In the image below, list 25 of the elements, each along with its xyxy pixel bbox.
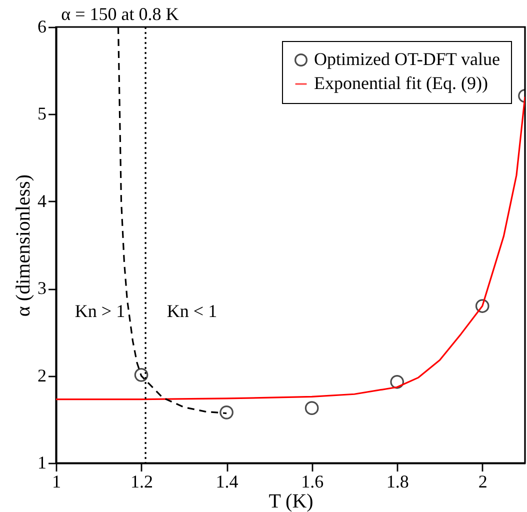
legend-label: Exponential fit (Eq. (9))	[314, 73, 488, 93]
y-tick-label: 1	[38, 452, 46, 472]
point	[304, 401, 319, 415]
y-tick-label: 3	[38, 278, 46, 298]
point	[134, 368, 148, 382]
annotation: Kn < 1	[166, 301, 218, 321]
x-tick-label: 1.8	[386, 472, 409, 492]
annotation: α = 150 at 0.8 K	[61, 4, 179, 24]
x-tick-label: 1	[52, 472, 61, 492]
x-axis-title: T (K)	[268, 490, 314, 512]
point	[220, 406, 234, 420]
line-series	[56, 96, 525, 400]
x-tick-label: 1.6	[301, 472, 324, 492]
y-axis-title: α (dimensionless)	[12, 174, 34, 317]
y-tick-label: 6	[38, 16, 46, 36]
annotation: Kn > 1	[74, 301, 126, 321]
y-tick-label: 5	[38, 104, 46, 124]
x-tick-label: 1.4	[216, 472, 238, 492]
legend-label: Optimized OT-DFT value	[314, 49, 500, 69]
point	[390, 374, 404, 389]
x-tick-label: 2	[478, 472, 488, 492]
x-tick-label: 1.2	[130, 472, 154, 492]
point	[475, 299, 490, 313]
y-tick-label: 4	[38, 190, 46, 211]
y-tick-label: 2	[38, 365, 46, 386]
